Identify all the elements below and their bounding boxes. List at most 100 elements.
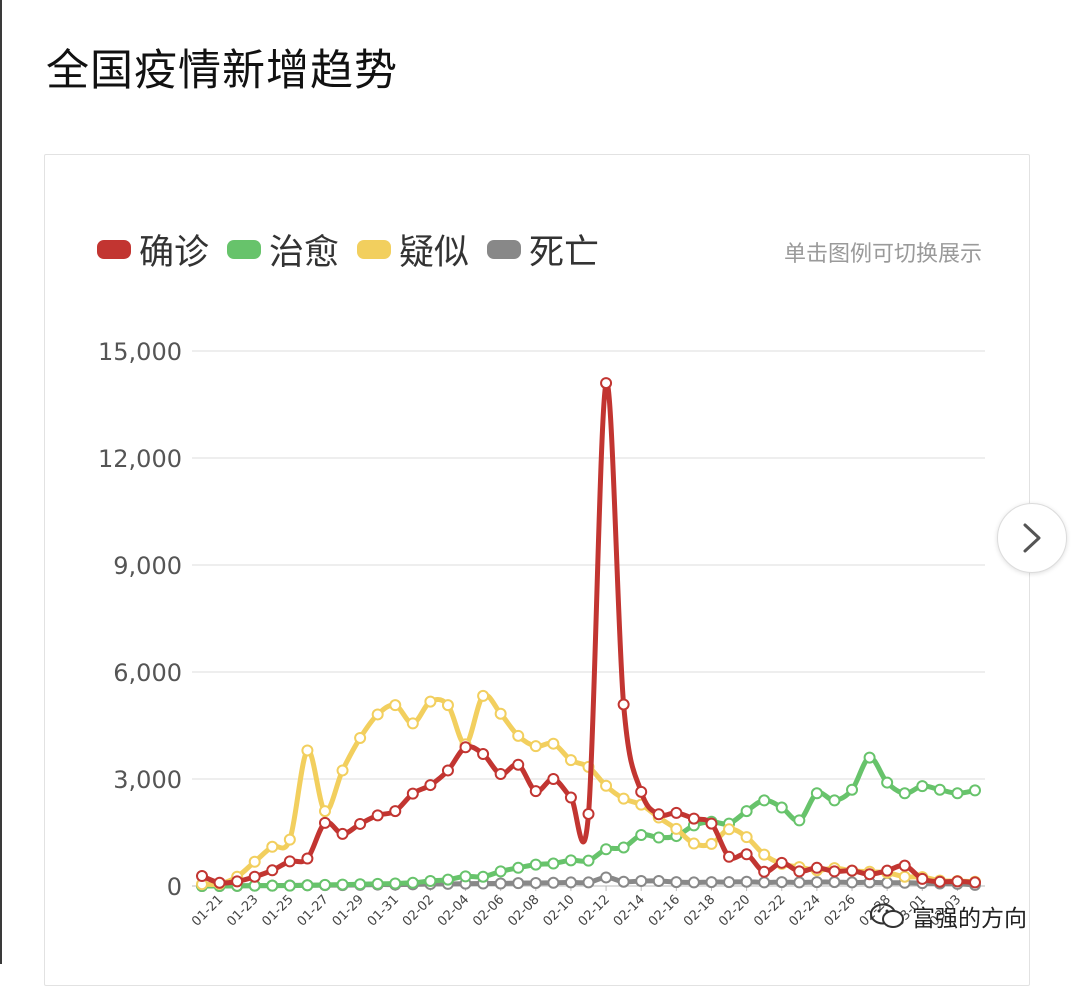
series-0-point[interactable] xyxy=(775,856,788,869)
series-2-point[interactable] xyxy=(283,833,296,846)
series-1-point[interactable] xyxy=(582,854,595,867)
series-0-point[interactable] xyxy=(863,868,876,881)
series-1-point[interactable] xyxy=(898,787,911,800)
series-3-point[interactable] xyxy=(582,876,595,889)
series-2-point[interactable] xyxy=(898,870,911,883)
series-1-point[interactable] xyxy=(266,879,279,892)
series-0-point[interactable] xyxy=(564,791,577,804)
series-0-point[interactable] xyxy=(969,876,981,889)
series-1-point[interactable] xyxy=(424,875,437,888)
series-3-point[interactable] xyxy=(810,876,823,889)
series-0-point[interactable] xyxy=(424,779,437,792)
series-0-point[interactable] xyxy=(582,807,595,820)
series-0-point[interactable] xyxy=(336,827,349,840)
series-1-point[interactable] xyxy=(775,801,788,814)
series-0-point[interactable] xyxy=(441,764,454,777)
series-0-point[interactable] xyxy=(301,852,314,865)
series-0-point[interactable] xyxy=(354,817,367,830)
legend-item-series-1[interactable]: 治愈 xyxy=(227,224,339,275)
next-chart-button[interactable] xyxy=(997,503,1067,573)
series-1-point[interactable] xyxy=(477,870,490,883)
series-3-point[interactable] xyxy=(600,871,613,884)
series-2-point[interactable] xyxy=(266,840,279,853)
series-1-point[interactable] xyxy=(389,877,402,890)
series-1-point[interactable] xyxy=(828,794,841,807)
legend-item-series-3[interactable]: 死亡 xyxy=(487,224,599,275)
series-1-point[interactable] xyxy=(881,776,894,789)
series-3-point[interactable] xyxy=(512,877,525,890)
series-2-point[interactable] xyxy=(547,737,560,750)
series-3-point[interactable] xyxy=(758,876,771,889)
series-1-point[interactable] xyxy=(933,783,946,796)
series-1-point[interactable] xyxy=(564,854,577,867)
series-1-point[interactable] xyxy=(617,841,630,854)
series-0-point[interactable] xyxy=(547,773,560,785)
series-3-point[interactable] xyxy=(881,876,894,889)
series-2-point[interactable] xyxy=(371,708,384,721)
series-1-point[interactable] xyxy=(301,879,314,892)
series-1-point[interactable] xyxy=(863,751,876,764)
series-1-point[interactable] xyxy=(810,787,823,800)
series-2-point[interactable] xyxy=(740,831,753,844)
series-0-point[interactable] xyxy=(231,875,244,888)
series-3-point[interactable] xyxy=(828,876,841,889)
series-3-point[interactable] xyxy=(670,876,683,889)
series-2-point[interactable] xyxy=(441,699,454,712)
series-2-point[interactable] xyxy=(564,754,577,767)
series-0-point[interactable] xyxy=(196,870,208,883)
series-2-point[interactable] xyxy=(705,837,718,850)
series-1-point[interactable] xyxy=(600,843,613,856)
series-3-point[interactable] xyxy=(687,876,700,889)
series-0-point[interactable] xyxy=(617,698,630,711)
series-2-point[interactable] xyxy=(336,764,349,777)
series-2-point[interactable] xyxy=(424,695,437,708)
series-0-point[interactable] xyxy=(687,812,700,825)
series-0-point[interactable] xyxy=(705,817,718,830)
series-2-point[interactable] xyxy=(318,805,331,818)
series-3-point[interactable] xyxy=(547,876,560,889)
series-0-point[interactable] xyxy=(389,805,402,818)
series-3-point[interactable] xyxy=(793,876,806,889)
series-2-point[interactable] xyxy=(477,689,490,702)
series-2-point[interactable] xyxy=(600,779,613,792)
series-0-point[interactable] xyxy=(652,808,665,821)
series-2-point[interactable] xyxy=(512,729,525,742)
series-0-point[interactable] xyxy=(898,859,911,872)
series-0-point[interactable] xyxy=(600,377,613,390)
legend-item-series-2[interactable]: 疑似 xyxy=(357,224,469,275)
series-0-point[interactable] xyxy=(846,864,859,877)
series-0-point[interactable] xyxy=(635,785,648,798)
series-0-point[interactable] xyxy=(529,785,542,798)
series-3-point[interactable] xyxy=(775,876,788,889)
series-0-point[interactable] xyxy=(810,861,823,874)
series-1-point[interactable] xyxy=(652,831,665,844)
legend-item-series-0[interactable]: 确诊 xyxy=(97,224,209,275)
series-3-point[interactable] xyxy=(564,876,577,889)
series-3-point[interactable] xyxy=(705,876,718,889)
series-3-point[interactable] xyxy=(529,876,542,889)
series-1-point[interactable] xyxy=(318,878,331,891)
series-1-point[interactable] xyxy=(494,865,507,878)
series-2-point[interactable] xyxy=(301,744,314,757)
series-0-point[interactable] xyxy=(670,806,683,819)
series-1-point[interactable] xyxy=(406,876,419,889)
series-0-point[interactable] xyxy=(916,872,929,885)
series-0-point[interactable] xyxy=(283,855,296,868)
series-2-point[interactable] xyxy=(354,731,367,744)
series-0-point[interactable] xyxy=(371,809,384,822)
series-1-point[interactable] xyxy=(283,879,296,892)
series-0-point[interactable] xyxy=(881,864,894,877)
series-2-point[interactable] xyxy=(723,823,736,836)
series-0-point[interactable] xyxy=(951,875,964,888)
series-0-point[interactable] xyxy=(494,768,507,781)
series-2-point[interactable] xyxy=(617,792,630,805)
series-3-point[interactable] xyxy=(740,875,753,888)
series-1-point[interactable] xyxy=(846,783,859,796)
series-0-point[interactable] xyxy=(459,741,472,754)
series-2-point[interactable] xyxy=(248,855,261,868)
series-1-point[interactable] xyxy=(441,873,454,886)
series-3-point[interactable] xyxy=(652,875,665,888)
series-1-point[interactable] xyxy=(635,828,648,841)
series-1-point[interactable] xyxy=(354,878,367,891)
series-2-point[interactable] xyxy=(389,699,402,712)
